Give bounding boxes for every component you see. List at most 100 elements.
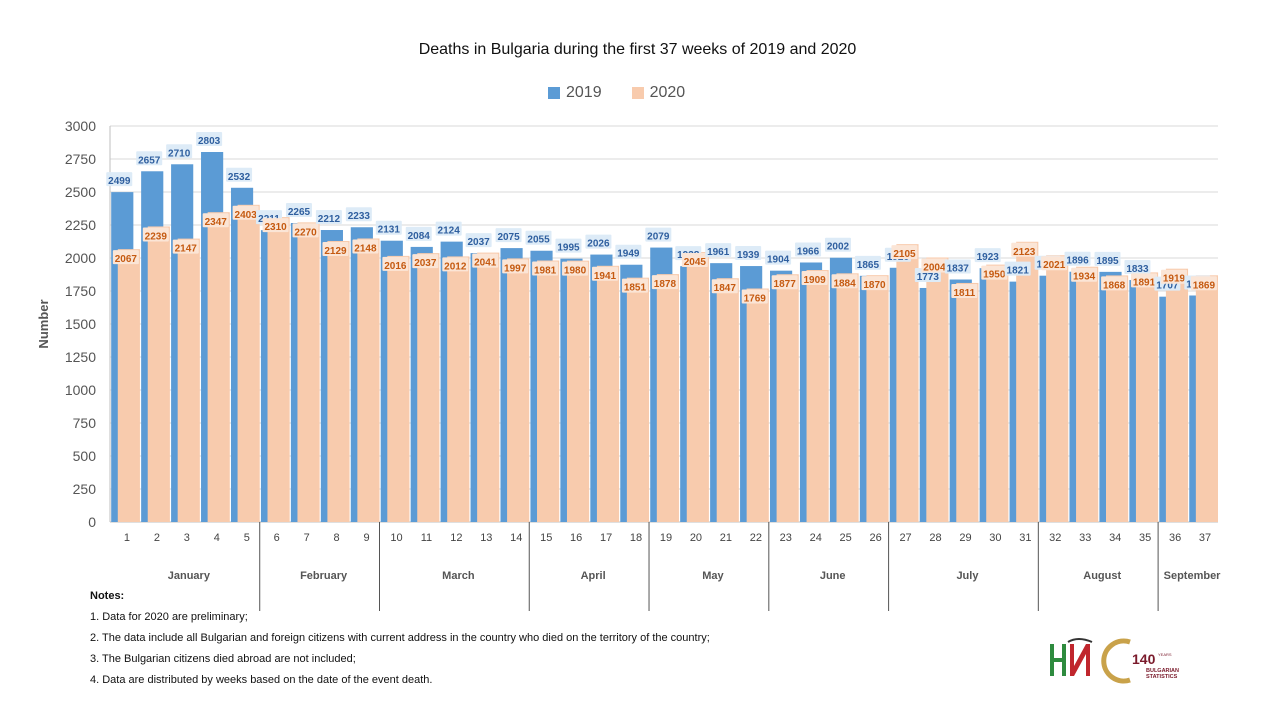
data-label-bg-2020 — [1160, 269, 1187, 284]
notes-section: Notes: 1. Data for 2020 are preliminary;… — [90, 590, 710, 695]
bar-2020 — [1076, 266, 1099, 522]
bar-2020 — [686, 252, 709, 522]
x-tick-label: 17 — [600, 532, 612, 544]
data-label-2020: 2270 — [294, 227, 317, 238]
data-label-2019: 2657 — [138, 155, 161, 166]
notes-title: Notes: — [90, 590, 125, 602]
data-label-bg-2019 — [944, 259, 971, 274]
month-label: March — [442, 570, 475, 582]
data-label-bg-2019 — [615, 244, 642, 259]
x-tick-label: 12 — [450, 532, 462, 544]
data-label-bg-2019 — [854, 255, 881, 270]
data-label-bg-2019 — [375, 220, 402, 235]
data-label-bg-2020 — [142, 227, 169, 242]
data-label-2020: 2239 — [145, 231, 168, 242]
data-label-2019: 2131 — [378, 225, 401, 236]
bar-2020 — [956, 282, 979, 522]
data-label-2019: 1949 — [617, 249, 640, 260]
data-label-2019: 1895 — [1096, 256, 1119, 267]
nsi-emblem-icon — [1050, 638, 1093, 676]
month-label: May — [702, 570, 724, 582]
month-label: August — [1083, 570, 1121, 582]
month-label: September — [1164, 570, 1222, 582]
data-label-2020: 2067 — [115, 254, 138, 265]
data-label-bg-2019 — [136, 151, 163, 166]
data-label-bg-2020 — [592, 266, 619, 281]
bar-2020 — [357, 238, 380, 523]
data-label-bg-2020 — [1041, 256, 1068, 271]
data-label-bg-2019 — [196, 132, 223, 147]
bar-2020 — [207, 212, 230, 523]
data-label-2019: 1773 — [917, 272, 940, 283]
month-label: July — [956, 570, 979, 582]
data-label-2020: 1851 — [624, 283, 647, 294]
data-label-2020: 1941 — [594, 271, 617, 282]
data-label-bg-2020 — [262, 218, 289, 233]
data-label-2019: 1865 — [857, 260, 880, 271]
data-label-bg-2019 — [495, 228, 522, 243]
data-label-bg-2020 — [621, 278, 648, 293]
svg-text:BULGARIAN: BULGARIAN — [1146, 668, 1179, 674]
bar-2020 — [896, 244, 919, 522]
note-item: 1. Data for 2020 are preliminary; — [90, 611, 248, 623]
x-tick-label: 3 — [184, 532, 190, 544]
data-label-bg-2020 — [172, 239, 199, 254]
x-tick-label: 1 — [124, 532, 130, 544]
data-label-2020: 2105 — [893, 249, 916, 260]
data-label-2019: 2265 — [288, 207, 311, 218]
x-tick-label: 33 — [1079, 532, 1091, 544]
x-tick-label: 5 — [244, 532, 250, 544]
data-label-bg-2019 — [315, 210, 342, 225]
data-label-bg-2020 — [771, 275, 798, 290]
data-label-2020: 1811 — [954, 288, 976, 299]
data-label-bg-2019 — [1064, 251, 1091, 266]
y-tick-label: 3000 — [65, 118, 96, 134]
month-label: April — [581, 570, 606, 582]
data-label-bg-2020 — [981, 265, 1008, 280]
data-label-2020: 1950 — [983, 270, 1006, 281]
x-tick-label: 34 — [1109, 532, 1121, 544]
data-label-2020: 1884 — [833, 278, 856, 289]
data-label-2019: 2212 — [318, 214, 341, 225]
legend-swatch-2019 — [548, 87, 560, 99]
data-label-bg-2019 — [106, 172, 133, 187]
bar-2020 — [596, 265, 620, 522]
x-tick-label: 21 — [720, 532, 732, 544]
x-tick-label: 31 — [1019, 532, 1031, 544]
bar-2020 — [746, 288, 769, 522]
data-label-bg-2019 — [555, 238, 582, 253]
svg-text:YEARS: YEARS — [1158, 652, 1172, 657]
bar-2020 — [237, 204, 260, 522]
x-tick-label: 24 — [810, 532, 822, 544]
month-label: January — [168, 570, 211, 582]
y-tick-label: 2250 — [65, 217, 96, 233]
data-label-2019: 2075 — [497, 232, 520, 243]
data-label-2020: 2012 — [444, 261, 467, 272]
data-label-bg-2019 — [465, 233, 492, 248]
bar-2020 — [566, 260, 590, 522]
y-tick-label: 2750 — [65, 151, 96, 167]
data-label-bg-2020 — [112, 250, 139, 265]
data-label-2019: 2037 — [468, 237, 491, 248]
bar-2020 — [1135, 272, 1159, 522]
data-label-2019: 2532 — [228, 172, 251, 183]
legend-swatch-2020 — [631, 87, 644, 99]
data-label-bg-2019 — [405, 226, 432, 241]
x-tick-label: 7 — [304, 532, 310, 544]
legend-item-2019: 2019 — [548, 84, 602, 102]
x-tick-label: 11 — [421, 532, 432, 544]
y-tick-label: 500 — [73, 448, 97, 464]
data-label-2020: 1997 — [504, 263, 527, 274]
data-label-bg-2020 — [801, 271, 828, 286]
data-label-bg-2019 — [435, 221, 462, 236]
data-label-2020: 1981 — [534, 266, 557, 277]
data-label-2019: 2124 — [438, 226, 461, 237]
y-tick-label: 2500 — [65, 184, 96, 200]
data-label-bg-2019 — [795, 242, 822, 257]
y-tick-label: 0 — [88, 514, 96, 530]
x-tick-label: 13 — [480, 532, 492, 544]
note-item: 2. The data include all Bulgarian and fo… — [90, 632, 710, 644]
data-label-2019: 1923 — [977, 252, 1000, 263]
bar-2020 — [387, 255, 410, 522]
data-label-bg-2019 — [1004, 261, 1031, 276]
